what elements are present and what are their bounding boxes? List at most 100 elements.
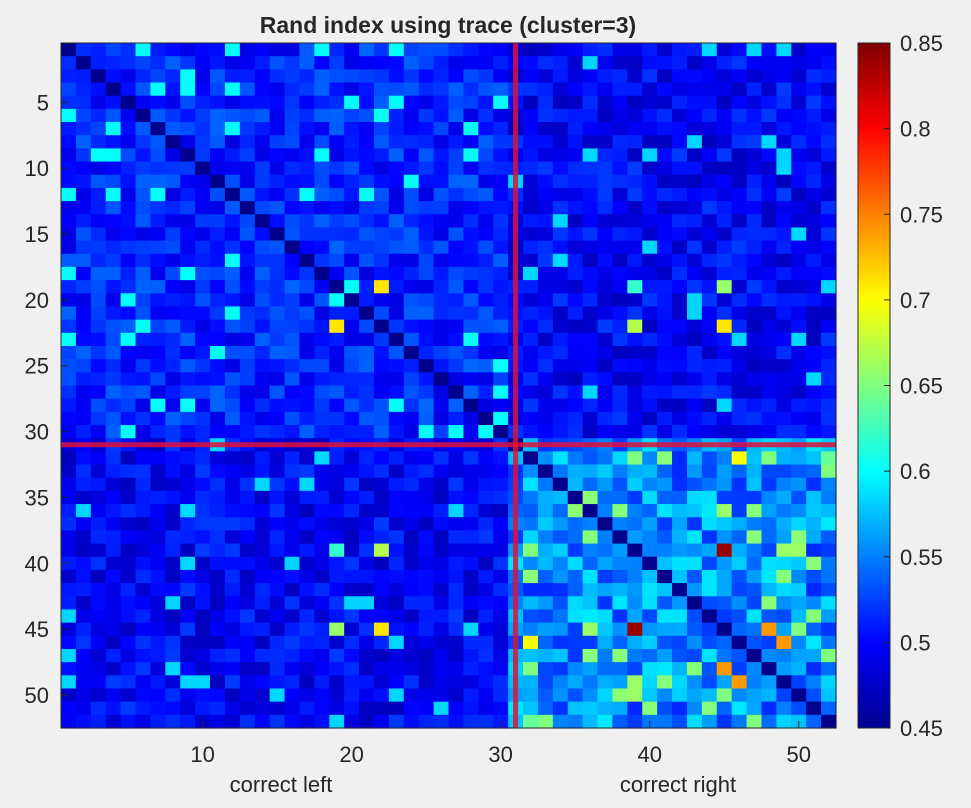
heatmap-cell: [195, 161, 211, 176]
heatmap-cell: [701, 648, 718, 663]
heatmap-cell: [61, 675, 77, 690]
heatmap-cell: [731, 530, 748, 545]
heatmap-cell: [701, 675, 718, 690]
heatmap-cell: [686, 596, 703, 611]
heatmap-cell: [582, 688, 599, 703]
heatmap-cell: [254, 280, 271, 294]
heatmap-cell: [418, 227, 435, 242]
heatmap-cell: [165, 701, 181, 716]
heatmap-cell: [582, 385, 599, 400]
heatmap-cell: [701, 161, 718, 176]
heatmap-cell: [731, 253, 748, 268]
heatmap-cell: [597, 530, 614, 545]
heatmap-cell: [403, 714, 420, 729]
heatmap-cell: [657, 253, 673, 268]
heatmap-cell: [672, 635, 688, 650]
heatmap-cell: [180, 425, 196, 439]
heatmap-cell: [90, 688, 107, 703]
heatmap-cell: [776, 148, 792, 163]
heatmap-cell: [567, 161, 584, 176]
heatmap-cell: [701, 596, 718, 611]
heatmap-cell: [791, 201, 807, 215]
heatmap-cell: [612, 319, 628, 334]
heatmap-cell: [403, 174, 420, 189]
heatmap-cell: [582, 227, 599, 242]
heatmap-cell: [582, 675, 599, 690]
heatmap-cell: [657, 345, 673, 360]
heatmap-cell: [195, 108, 211, 123]
heatmap-cell: [359, 556, 375, 571]
heatmap-cell: [299, 569, 315, 584]
heatmap-cell: [120, 648, 137, 663]
heatmap-cell: [180, 609, 196, 624]
heatmap-cell: [448, 293, 464, 308]
heatmap-cell: [567, 635, 584, 650]
heatmap-cell: [478, 517, 494, 531]
heatmap-cell: [672, 253, 688, 268]
heatmap-cell: [210, 174, 226, 189]
heatmap-cell: [344, 227, 360, 242]
heatmap-cell: [791, 543, 807, 558]
heatmap-cell: [672, 82, 688, 97]
heatmap-cell: [269, 253, 286, 268]
heatmap-cell: [746, 293, 763, 308]
heatmap-cell: [239, 253, 256, 268]
heatmap-cell: [731, 43, 748, 57]
heatmap-cell: [821, 609, 837, 624]
heatmap-cell: [493, 490, 509, 505]
heatmap-cell: [254, 398, 271, 413]
heatmap-cell: [701, 174, 718, 189]
heatmap-cell: [463, 675, 479, 690]
heatmap-cell: [120, 701, 137, 716]
heatmap-cell: [254, 662, 271, 676]
heatmap-cell: [254, 648, 271, 663]
heatmap-cell: [90, 372, 107, 387]
heatmap-cell: [761, 227, 777, 242]
heatmap-cell: [433, 280, 450, 294]
heatmap-cell: [478, 161, 494, 176]
heatmap-cell: [731, 556, 748, 571]
heatmap-cell: [284, 451, 301, 466]
heatmap-cell: [478, 504, 494, 518]
heatmap-cell: [433, 569, 450, 584]
heatmap-cell: [180, 556, 196, 571]
heatmap-cell: [672, 451, 688, 466]
heatmap-cell: [537, 345, 554, 360]
heatmap-cell: [224, 345, 241, 360]
heatmap-cell: [567, 372, 584, 387]
heatmap-cell: [224, 240, 241, 255]
heatmap-cell: [582, 569, 599, 584]
heatmap-cell: [120, 596, 137, 611]
heatmap-cell: [403, 332, 420, 347]
heatmap-cell: [597, 201, 614, 215]
heatmap-cell: [299, 174, 315, 189]
heatmap-cell: [523, 43, 539, 57]
heatmap-cell: [90, 82, 107, 97]
heatmap-cell: [448, 332, 464, 347]
heatmap-cell: [806, 411, 822, 426]
heatmap-cell: [90, 701, 107, 716]
heatmap-cell: [523, 451, 539, 466]
heatmap-cell: [448, 227, 464, 242]
heatmap-cell: [403, 122, 420, 136]
heatmap-cell: [642, 69, 658, 84]
heatmap-cell: [448, 95, 464, 110]
heatmap-cell: [478, 622, 494, 637]
heatmap-cell: [314, 293, 330, 308]
heatmap-cell: [299, 122, 315, 136]
heatmap-cell: [716, 662, 733, 676]
heatmap-cell: [120, 477, 137, 492]
heatmap-cell: [672, 95, 688, 110]
heatmap-cell: [180, 43, 196, 57]
heatmap-cell: [239, 398, 256, 413]
heatmap-cell: [537, 490, 554, 505]
heatmap-cell: [359, 56, 375, 70]
heatmap-cell: [120, 662, 137, 676]
heatmap-cell: [135, 174, 152, 189]
heatmap-cell: [224, 95, 241, 110]
heatmap-cell: [224, 135, 241, 149]
heatmap-cell: [642, 56, 658, 70]
heatmap-cell: [210, 240, 226, 255]
heatmap-cell: [716, 148, 733, 163]
heatmap-cell: [239, 306, 256, 321]
